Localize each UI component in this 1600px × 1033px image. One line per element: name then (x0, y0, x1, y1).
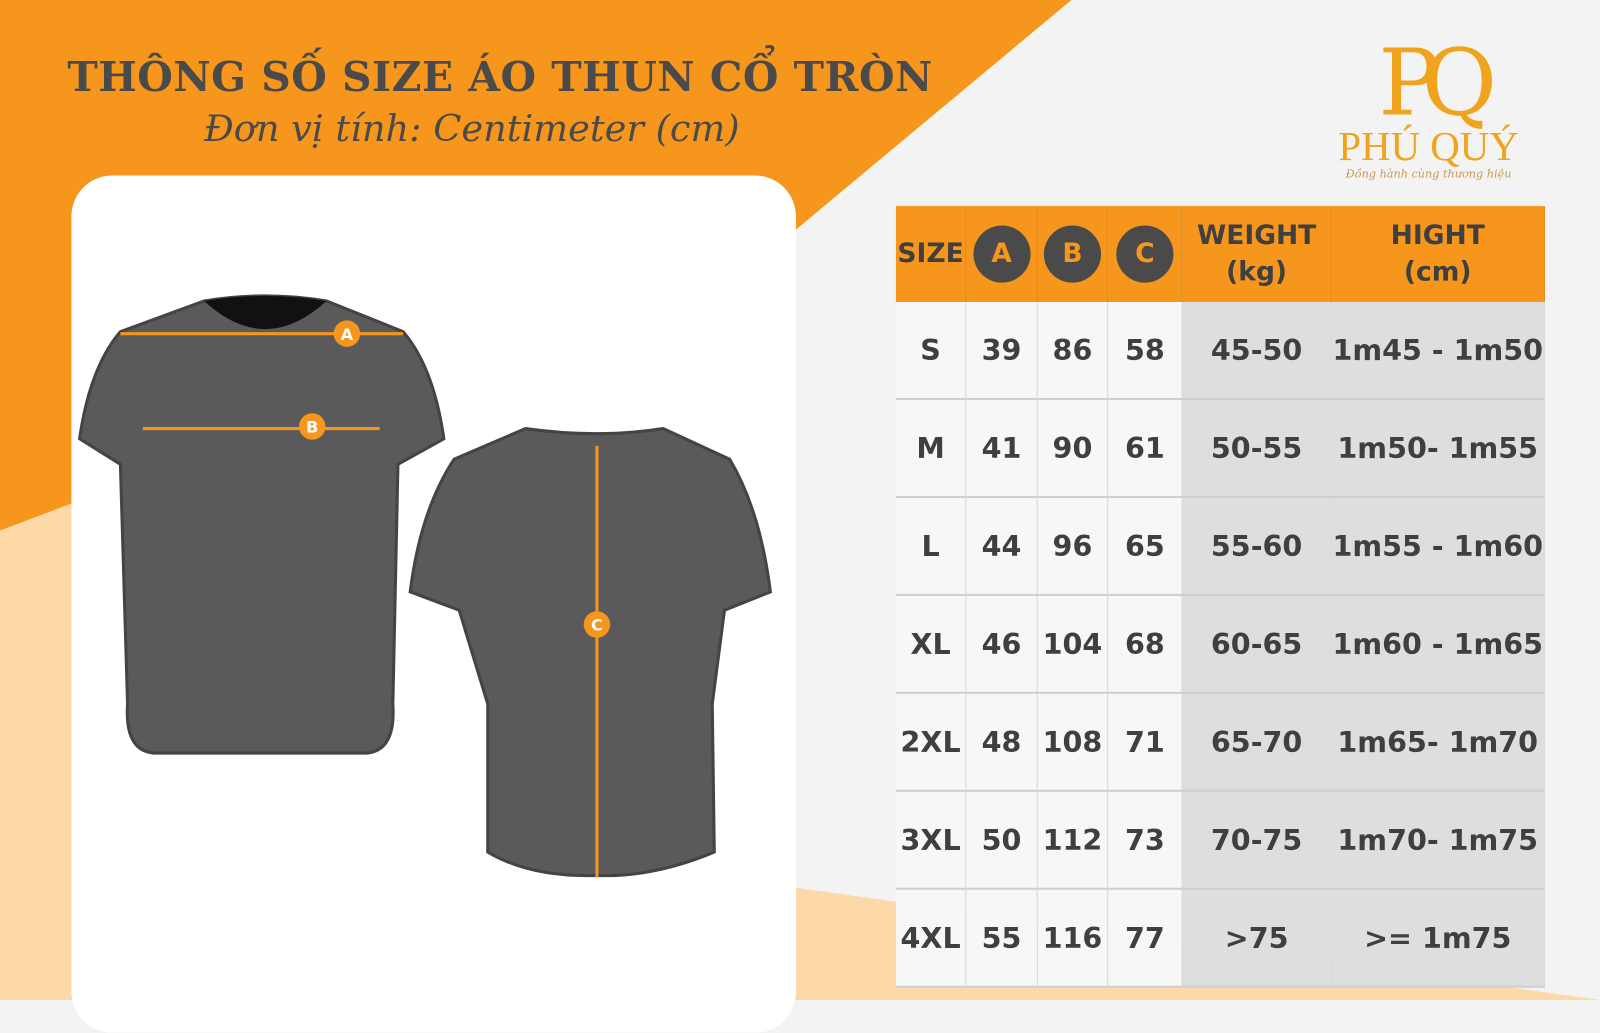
shirt-diagram: A B C (77, 294, 773, 878)
cell-a: 41 (965, 398, 1038, 498)
back-shirt (408, 426, 773, 878)
cell-b: 108 (1037, 692, 1109, 792)
cell-weight: 50-55 (1182, 398, 1332, 498)
cell-weight: 55-60 (1182, 496, 1332, 596)
cell-a: 46 (965, 594, 1038, 694)
header-height: HIGHT (cm) (1331, 206, 1545, 303)
cell-size: 2XL (895, 692, 967, 792)
cell-b: 116 (1037, 888, 1109, 988)
table-header-row: SIZE A B C WEIGHT (kg) HIGHT (cm) (895, 206, 1545, 303)
cell-size: M (895, 398, 967, 498)
cell-c: 58 (1107, 302, 1183, 400)
header-a: A (965, 206, 1038, 303)
marker-c-label: C (591, 616, 603, 635)
table-row: L 44 96 65 55-60 1m55 - 1m60 (895, 496, 1545, 596)
brand-logo: PQ PHÚ QUÝ Đồng hành cùng thương hiệu (1316, 29, 1540, 181)
front-shirt (77, 294, 446, 755)
cell-c: 73 (1107, 790, 1183, 890)
cell-weight: 70-75 (1182, 790, 1332, 890)
cell-b: 104 (1037, 594, 1109, 694)
cell-size: XL (895, 594, 967, 694)
size-table: SIZE A B C WEIGHT (kg) HIGHT (cm) S 39 86 58 4… (895, 206, 1545, 988)
marker-b-label: B (306, 418, 318, 437)
marker-c (583, 611, 611, 638)
page-title: THÔNG SỐ SIZE ÁO THUN CỔ TRÒN (67, 53, 933, 102)
logo-name: PHÚ QUÝ (1338, 123, 1519, 170)
cell-b: 96 (1037, 496, 1109, 596)
cell-height: 1m55 - 1m60 (1331, 496, 1545, 596)
cell-b: 90 (1037, 398, 1109, 498)
cell-a: 44 (965, 496, 1038, 596)
cell-a: 39 (965, 302, 1038, 400)
cell-weight: 45-50 (1182, 302, 1332, 400)
cell-a: 48 (965, 692, 1038, 792)
marker-b (298, 413, 326, 440)
unit-subtitle: Đơn vị tính: Centimeter (cm) (204, 108, 740, 150)
logo-tagline: Đồng hành cùng thương hiệu (1345, 167, 1512, 181)
header-b: B (1037, 206, 1109, 303)
header-c: C (1107, 206, 1183, 303)
cell-height: 1m60 - 1m65 (1331, 594, 1545, 694)
cell-height: >= 1m75 (1331, 888, 1545, 988)
cell-height: 1m70- 1m75 (1331, 790, 1545, 890)
cell-b: 112 (1037, 790, 1109, 890)
marker-a-label: A (341, 325, 354, 344)
cell-size: S (895, 302, 967, 400)
table-row: M 41 90 61 50-55 1m50- 1m55 (895, 398, 1545, 498)
cell-weight: >75 (1182, 888, 1332, 988)
cell-height: 1m65- 1m70 (1331, 692, 1545, 792)
cell-height: 1m50- 1m55 (1331, 398, 1545, 498)
table-row: XL 46 104 68 60-65 1m60 - 1m65 (895, 594, 1545, 694)
cell-c: 77 (1107, 888, 1183, 988)
logo-mark: PQ (1378, 29, 1497, 137)
cell-size: 4XL (895, 888, 967, 988)
header-weight: WEIGHT (kg) (1182, 206, 1332, 303)
cell-c: 65 (1107, 496, 1183, 596)
cell-weight: 65-70 (1182, 692, 1332, 792)
marker-a (333, 320, 361, 347)
cell-a: 50 (965, 790, 1038, 890)
header-size: SIZE (895, 206, 967, 303)
table-row: 4XL 55 116 77 >75 >= 1m75 (895, 888, 1545, 988)
cell-b: 86 (1037, 302, 1109, 400)
cell-height: 1m45 - 1m50 (1331, 302, 1545, 400)
cell-weight: 60-65 (1182, 594, 1332, 694)
table-row: 2XL 48 108 71 65-70 1m65- 1m70 (895, 692, 1545, 792)
table-row: 3XL 50 112 73 70-75 1m70- 1m75 (895, 790, 1545, 890)
table-row: S 39 86 58 45-50 1m45 - 1m50 (895, 302, 1545, 400)
cell-c: 68 (1107, 594, 1183, 694)
cell-c: 71 (1107, 692, 1183, 792)
cell-size: L (895, 496, 967, 596)
cell-c: 61 (1107, 398, 1183, 498)
cell-size: 3XL (895, 790, 967, 890)
cell-a: 55 (965, 888, 1038, 988)
